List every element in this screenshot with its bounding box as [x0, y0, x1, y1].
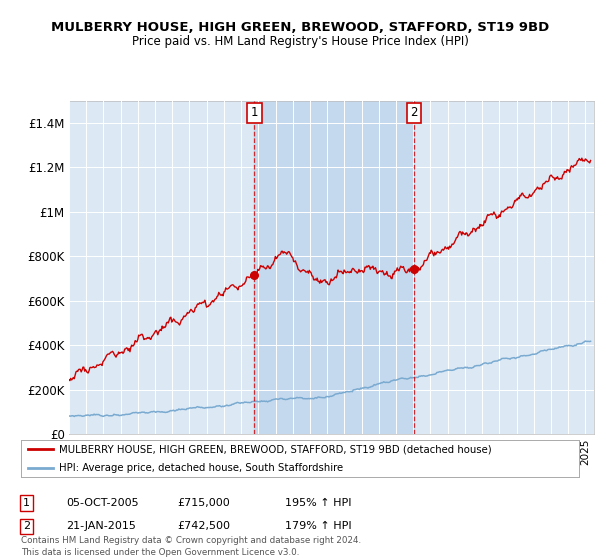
- Text: 1: 1: [23, 498, 30, 508]
- Bar: [254, 101, 414, 434]
- Text: HPI: Average price, detached house, South Staffordshire: HPI: Average price, detached house, Sout…: [59, 463, 343, 473]
- Text: 1: 1: [250, 106, 258, 119]
- Text: Contains HM Land Registry data © Crown copyright and database right 2024.
This d: Contains HM Land Registry data © Crown c…: [21, 536, 361, 557]
- Text: 05-OCT-2005: 05-OCT-2005: [66, 498, 139, 508]
- Text: MULBERRY HOUSE, HIGH GREEN, BREWOOD, STAFFORD, ST19 9BD: MULBERRY HOUSE, HIGH GREEN, BREWOOD, STA…: [51, 21, 549, 34]
- Text: 21-JAN-2015: 21-JAN-2015: [66, 521, 136, 531]
- Text: Price paid vs. HM Land Registry's House Price Index (HPI): Price paid vs. HM Land Registry's House …: [131, 35, 469, 48]
- Text: 2: 2: [410, 106, 418, 119]
- Text: £742,500: £742,500: [177, 521, 230, 531]
- Text: 2: 2: [23, 521, 30, 531]
- Text: MULBERRY HOUSE, HIGH GREEN, BREWOOD, STAFFORD, ST19 9BD (detached house): MULBERRY HOUSE, HIGH GREEN, BREWOOD, STA…: [59, 445, 491, 454]
- Text: £715,000: £715,000: [177, 498, 230, 508]
- Text: 195% ↑ HPI: 195% ↑ HPI: [285, 498, 352, 508]
- Text: 179% ↑ HPI: 179% ↑ HPI: [285, 521, 352, 531]
